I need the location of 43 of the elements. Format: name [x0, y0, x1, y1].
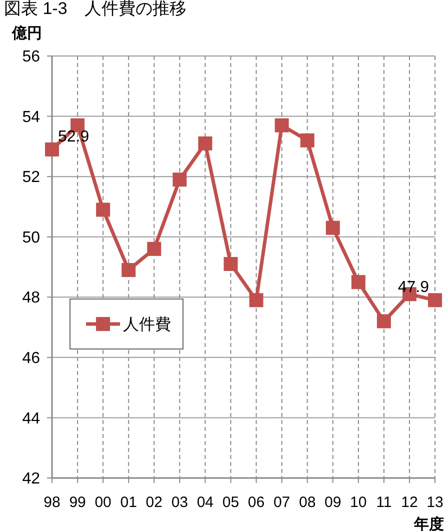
point [300, 133, 314, 148]
y-tick-label: 50 [22, 229, 40, 246]
x-tick-label: 01 [120, 494, 137, 511]
data-label: 47.9 [398, 279, 430, 296]
y-axis-title: 億円 [11, 25, 42, 42]
legend-label: 人件費 [123, 316, 171, 334]
point [224, 256, 238, 271]
x-tick-label: 05 [222, 494, 240, 511]
y-tick-label: 42 [22, 470, 40, 488]
y-tick-label: 56 [22, 48, 40, 66]
x-tick-label: 06 [248, 494, 265, 511]
x-tick-label: 10 [350, 494, 367, 511]
y-tick-label: 44 [22, 410, 40, 428]
x-tick-label: 13 [426, 494, 444, 511]
point [351, 275, 366, 290]
y-tick-label: 48 [22, 290, 40, 307]
x-tick-label: 11 [376, 494, 392, 511]
x-tick-label: 12 [401, 494, 418, 511]
point [326, 220, 340, 235]
x-tick-label: 08 [298, 494, 316, 511]
point [249, 293, 264, 308]
chart-title: 図表 1-3 人件費の推移 [4, 0, 186, 18]
x-axis-title: 年度 [413, 515, 444, 531]
x-tick-label: 09 [324, 494, 342, 511]
point [147, 242, 162, 256]
y-tick-label: 46 [22, 350, 40, 368]
point [96, 202, 110, 217]
point [198, 136, 212, 150]
x-tick-label: 00 [94, 494, 112, 511]
x-tick-label: 98 [44, 494, 60, 511]
x-tick-label: 04 [196, 494, 214, 511]
y-tick-label: 54 [22, 108, 40, 126]
point [122, 263, 136, 278]
x-tick-label: 07 [273, 494, 290, 511]
point [45, 142, 59, 156]
x-tick-label: 03 [171, 494, 188, 511]
point [376, 314, 391, 328]
point [274, 118, 289, 132]
point [428, 293, 442, 308]
point [172, 172, 187, 187]
x-tick-label: 99 [69, 494, 86, 511]
y-tick-label: 52 [22, 169, 40, 186]
x-tick-label: 02 [146, 494, 162, 511]
